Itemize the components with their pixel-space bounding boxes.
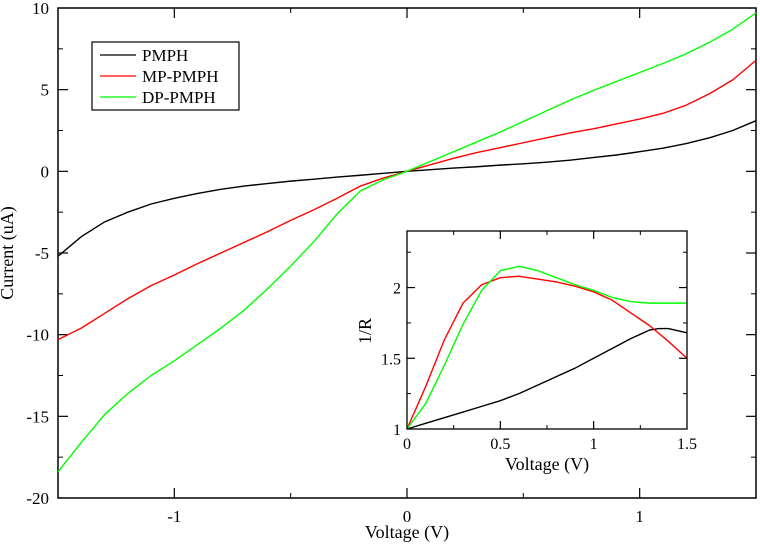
main-series-dp-pmph <box>57 12 757 473</box>
inset-y-tick-label: 2 <box>393 281 401 298</box>
inset-x-tick-label: 0.5 <box>490 436 510 453</box>
main-y-tick-label: 0 <box>41 162 50 181</box>
main-y-tick-label: -5 <box>35 244 49 263</box>
main-x-tick-label: -1 <box>167 507 181 526</box>
inset-plot: 0 0.5 1 1.5 1 1.5 2 Voltage (V) 1/R <box>355 230 697 475</box>
inset-y-axis-title: 1/R <box>355 318 375 344</box>
inset-ticks: 0 0.5 1 1.5 1 1.5 2 <box>381 231 697 453</box>
legend-label-mp-pmph: MP-PMPH <box>142 67 219 86</box>
inset-x-tick-label: 0 <box>403 436 411 453</box>
main-series <box>57 12 757 473</box>
legend-label-dp-pmph: DP-PMPH <box>142 88 216 107</box>
main-y-tick-label: 10 <box>32 0 49 18</box>
inset-series-pmph <box>406 327 688 430</box>
main-y-tick-label: -10 <box>26 326 49 345</box>
main-y-axis-title: Current (uA) <box>0 206 18 299</box>
inset-plot-background <box>407 231 687 429</box>
main-x-tick-label: 1 <box>635 507 644 526</box>
legend-label-pmph: PMPH <box>142 46 188 65</box>
main-y-tick-label: -15 <box>26 407 49 426</box>
inset-series-dp-pmph <box>406 265 687 430</box>
inset-series-mp-pmph <box>406 275 688 430</box>
main-x-tick-label: 0 <box>403 507 412 526</box>
inset-plot-frame <box>406 230 688 430</box>
main-y-tick-label: -20 <box>26 489 49 508</box>
main-y-tick-label: 5 <box>41 81 50 100</box>
inset-series <box>406 265 688 430</box>
inset-y-tick-label: 1.5 <box>381 351 401 368</box>
main-x-axis-title: Voltage (V) <box>365 522 449 543</box>
inset-y-tick-label: 1 <box>393 422 401 439</box>
inset-x-tick-label: 1 <box>590 436 598 453</box>
inset-x-tick-label: 1.5 <box>677 436 697 453</box>
inset-x-axis-title: Voltage (V) <box>505 454 589 475</box>
legend: PMPH MP-PMPH DP-PMPH <box>91 41 240 111</box>
